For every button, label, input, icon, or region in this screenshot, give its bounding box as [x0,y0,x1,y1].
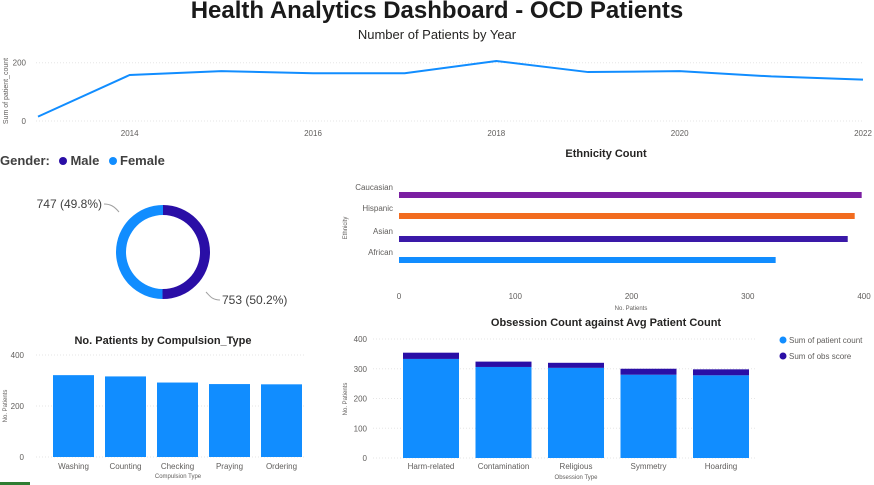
ethnicity-category-label: Caucasian [355,183,393,192]
obsession-chart[interactable]: Obsession Count against Avg Patient Coun… [335,312,874,485]
obsession-legend-dot [779,336,787,344]
ethnicity-x-tick: 100 [509,292,523,301]
compulsion-bar[interactable] [261,384,302,457]
line-x-tick: 2014 [121,129,139,138]
patients-line[interactable] [37,59,864,118]
compulsion-x-axis-label: Compulsion Type [155,474,202,480]
obsession-bar-segment[interactable] [475,366,532,458]
ethnicity-chart[interactable]: Ethnicity Count Caucasian Hispanic Asian Afr… [335,140,874,318]
line-point[interactable] [495,59,498,62]
gender-donut-chart[interactable]: 753 (50.2%) 747 (49.8%) [0,172,330,322]
obsession-bar-segment[interactable] [693,369,749,376]
obsession-y-tick: 400 [354,335,368,344]
obsession-y-tick: 0 [363,454,368,463]
obsession-bar-segment[interactable] [403,358,459,458]
ethnicity-bar[interactable] [399,257,776,263]
line-point[interactable] [587,71,590,74]
obsession-legend-dot [779,352,787,360]
ethnicity-category-label: Hispanic [362,204,393,213]
compulsion-bar[interactable] [105,376,146,457]
line-y-axis-label: Sum of patient_count [3,58,10,124]
obsession-bar-segment[interactable] [620,368,677,375]
ethnicity-x-tick: 200 [625,292,639,301]
ethnicity-x-axis-label: No. Patients [615,306,648,312]
obsession-y-axis-label: No. Patients [343,383,349,416]
patients-by-year-chart[interactable]: 0 200 2014 2016 2018 2020 2022 Sum of patient_c… [0,44,874,140]
compulsion-bar[interactable] [209,384,250,457]
compulsion-category-label: Praying [216,462,243,471]
male-legend-label[interactable]: Male [70,153,100,168]
compulsion-bar[interactable] [53,375,94,457]
line-point[interactable] [37,115,40,118]
ethnicity-category-label: African [368,248,393,257]
compulsion-bar[interactable] [157,382,198,457]
obsession-title: Obsession Count against Avg Patient Coun… [491,317,722,329]
male-data-label: 753 (50.2%) [222,293,287,307]
line-y-tick: 0 [22,117,27,126]
ethnicity-x-tick: 300 [741,292,755,301]
dashboard-title: Health Analytics Dashboard - OCD Patient… [190,0,684,24]
compulsion-y-tick: 400 [11,351,25,360]
obsession-x-axis-label: Obsession Type [555,475,599,481]
compulsion-title: No. Patients by Compulsion_Type [74,335,251,347]
gender-legend-title: Gender: [0,153,50,168]
donut-slice-male[interactable] [162,205,210,299]
obsession-bar-segment[interactable] [548,367,604,458]
obsession-legend-label[interactable]: Sum of obs score [789,352,852,361]
ethnicity-bar[interactable] [399,213,855,219]
line-point[interactable] [128,73,131,76]
obsession-category-label: Harm-related [408,462,455,471]
obsession-category-label: Contamination [478,462,530,471]
male-legend-dot [59,157,68,166]
line-point[interactable] [403,72,406,75]
obsession-category-label: Symmetry [631,462,667,471]
obsession-category-label: Religious [560,462,593,471]
line-point[interactable] [678,70,681,73]
obsession-bar-segment[interactable] [475,361,532,367]
gender-legend: Gender: Male Female [0,153,165,168]
compulsion-category-label: Checking [161,462,194,471]
ethnicity-bar[interactable] [399,236,848,242]
female-legend-dot [109,157,117,166]
compulsion-category-label: Ordering [266,462,297,471]
line-x-tick: 2016 [304,129,322,138]
obsession-y-tick: 100 [354,424,368,433]
page-indicator [0,482,30,485]
female-legend-label[interactable]: Female [120,153,165,168]
obsession-bar-segment[interactable] [403,352,459,359]
male-leader-line [205,291,221,301]
line-x-tick: 2018 [487,129,505,138]
line-y-tick: 200 [13,59,27,68]
ethnicity-title: Ethnicity Count [565,148,647,160]
obsession-category-label: Hoarding [705,462,737,471]
obsession-y-tick: 200 [354,395,368,404]
line-x-tick: 2020 [671,129,689,138]
obsession-legend-label[interactable]: Sum of patient count [789,336,863,345]
line-x-tick: 2022 [854,129,872,138]
obsession-y-tick: 300 [354,365,368,374]
female-data-label: 747 (49.8%) [37,197,102,211]
compulsion-y-tick: 0 [20,453,25,462]
obsession-bar-segment[interactable] [693,375,749,458]
compulsion-category-label: Counting [109,462,141,471]
ethnicity-category-label: Asian [373,227,393,236]
line-point[interactable] [220,70,223,73]
compulsion-y-tick: 200 [11,402,25,411]
line-point[interactable] [862,78,865,81]
obsession-bar-segment[interactable] [620,374,677,458]
compulsion-y-axis-label: No. Patients [3,390,9,423]
donut-slice-female[interactable] [115,205,163,299]
ethnicity-x-tick: 0 [397,292,402,301]
ethnicity-bar[interactable] [399,192,862,198]
line-point[interactable] [770,75,773,78]
obsession-bar-segment[interactable] [548,362,604,368]
ethnicity-y-axis-label: Ethnicity [343,217,349,240]
compulsion-category-label: Washing [58,462,89,471]
line-chart-title: Number of Patients by Year [357,27,517,42]
compulsion-chart[interactable]: No. Patients by Compulsion_Type 0 200 400 Wa… [0,330,330,485]
female-leader-line [103,203,120,213]
ethnicity-x-tick: 400 [857,292,871,301]
line-point[interactable] [312,72,315,75]
